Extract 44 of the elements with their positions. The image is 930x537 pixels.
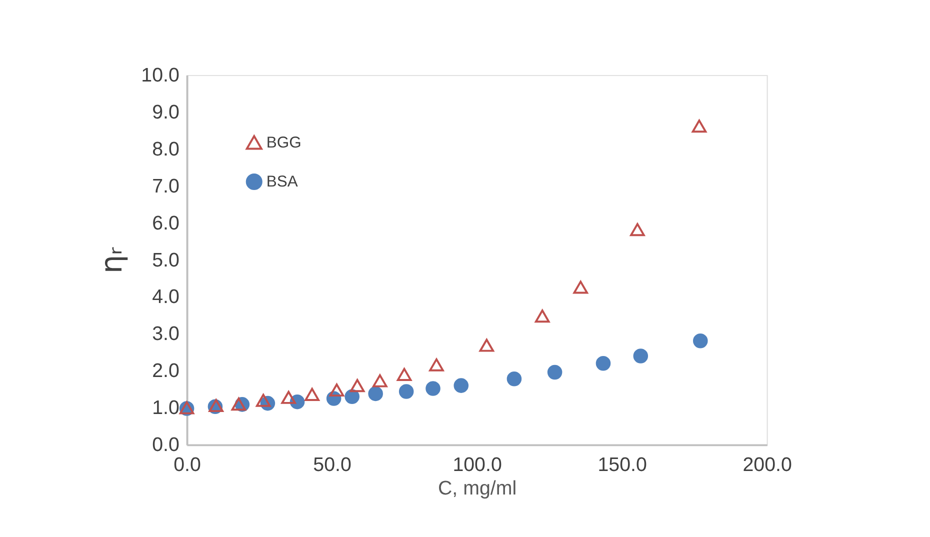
y-tick-label: 2.0 xyxy=(152,360,180,382)
legend-label: BSA xyxy=(266,174,298,191)
point xyxy=(479,338,494,352)
y-tick-label: 8.0 xyxy=(152,138,180,160)
point xyxy=(256,394,271,407)
x-tick-label: 100.0 xyxy=(452,454,502,476)
y-tick-label: 6.0 xyxy=(152,212,180,234)
point xyxy=(304,388,320,401)
point xyxy=(534,310,550,323)
point xyxy=(281,390,296,404)
y-axis-title: ηᵣ xyxy=(94,246,128,274)
x-tick-label: 0.0 xyxy=(174,454,202,476)
point xyxy=(372,374,388,388)
point xyxy=(368,386,383,402)
y-tick-label: 1.0 xyxy=(152,397,180,420)
point xyxy=(506,372,522,386)
point xyxy=(693,333,708,348)
y-tick-label: 10.0 xyxy=(141,64,180,86)
point xyxy=(630,223,645,236)
point xyxy=(396,368,412,382)
x-tick-label: 150.0 xyxy=(598,454,647,476)
point xyxy=(692,120,707,133)
point xyxy=(547,364,562,380)
point xyxy=(426,381,440,396)
y-tick-label: 4.0 xyxy=(152,286,180,308)
x-tick-label: 200.0 xyxy=(742,454,792,476)
y-tick-label: 3.0 xyxy=(152,323,180,346)
y-tick-label: 5.0 xyxy=(152,249,180,272)
point xyxy=(398,384,414,399)
point xyxy=(329,383,344,397)
point xyxy=(596,356,611,371)
y-tick-label: 7.0 xyxy=(152,175,180,198)
y-tick-label: 9.0 xyxy=(152,101,180,124)
point xyxy=(454,378,469,393)
x-tick-label: 50.0 xyxy=(313,454,352,476)
legend-label: BGG xyxy=(266,134,302,152)
point xyxy=(231,398,246,411)
point xyxy=(633,348,648,364)
point xyxy=(350,379,365,392)
point xyxy=(344,389,360,404)
point xyxy=(429,358,444,372)
y-tick-label: 0.0 xyxy=(152,434,180,456)
x-axis-title: C, mg/ml xyxy=(438,477,517,500)
point xyxy=(573,280,588,294)
